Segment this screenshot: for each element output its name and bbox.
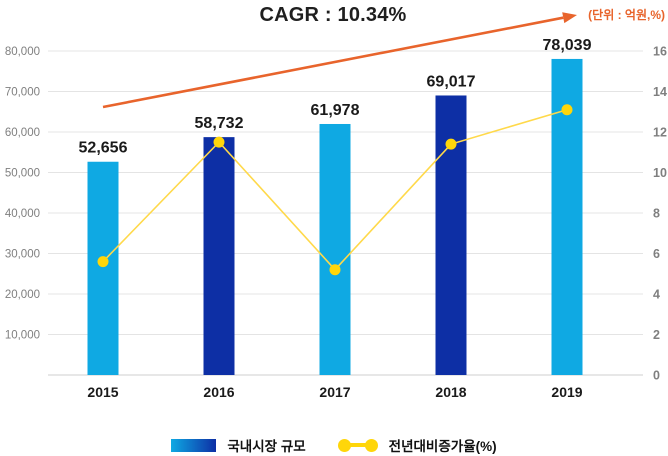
bar-series-swatch bbox=[171, 438, 217, 452]
bar-2016 bbox=[203, 137, 235, 375]
legend-label-growth-rate: 전년대비증가율(%) bbox=[388, 439, 497, 454]
x-axis-label-2017: 2017 bbox=[319, 384, 350, 400]
growth-marker-2018 bbox=[445, 138, 457, 150]
growth-marker-2016 bbox=[213, 136, 225, 148]
y-axis-tick-right: 16 bbox=[653, 45, 667, 59]
growth-marker-2015 bbox=[97, 256, 109, 268]
cagr-arrow-shaft bbox=[102, 16, 564, 109]
x-axis-label-2015: 2015 bbox=[87, 384, 118, 400]
bar-value-label-2015: 52,656 bbox=[79, 140, 128, 157]
bar-2018 bbox=[435, 95, 467, 376]
line-series-swatch bbox=[337, 438, 378, 452]
legend-item-market-size: 국내시장 규모 bbox=[171, 435, 306, 455]
y-axis-tick-left: 10,000 bbox=[5, 330, 40, 342]
y-axis-tick-left: 40,000 bbox=[5, 208, 40, 220]
y-axis-tick-right: 2 bbox=[653, 328, 660, 342]
y-axis-tick-right: 0 bbox=[653, 369, 660, 383]
bar-2017 bbox=[319, 123, 351, 375]
chart-title: CAGR : 10.34% bbox=[259, 4, 407, 26]
legend: 국내시장 규모 전년대비증가율(%) bbox=[0, 435, 668, 455]
y-axis-tick-right: 4 bbox=[653, 288, 660, 302]
bar-value-label-2018: 69,017 bbox=[427, 73, 476, 90]
x-axis-label-2019: 2019 bbox=[551, 384, 582, 400]
cagr-arrow-head-icon bbox=[562, 12, 577, 24]
legend-marker-icon bbox=[337, 438, 351, 452]
y-axis-tick-right: 12 bbox=[653, 126, 667, 140]
bar-value-label-2019: 78,039 bbox=[543, 37, 592, 54]
y-axis-tick-left: 70,000 bbox=[5, 87, 40, 99]
bar-2015 bbox=[87, 161, 119, 375]
y-axis-tick-right: 14 bbox=[653, 85, 667, 99]
legend-marker-icon bbox=[364, 438, 378, 452]
x-axis-label-2016: 2016 bbox=[203, 384, 234, 400]
y-axis-tick-left: 30,000 bbox=[5, 249, 40, 261]
x-axis-label-2018: 2018 bbox=[435, 384, 466, 400]
y-axis-tick-left: 80,000 bbox=[5, 46, 40, 58]
y-axis-tick-left: 60,000 bbox=[5, 127, 40, 139]
legend-item-growth-rate: 전년대비증가율(%) bbox=[337, 435, 497, 455]
y-axis-tick-right: 10 bbox=[653, 166, 667, 180]
legend-label-market-size: 국내시장 규모 bbox=[227, 439, 306, 454]
bar-value-label-2016: 58,732 bbox=[195, 115, 244, 132]
y-axis-tick-left: 50,000 bbox=[5, 168, 40, 180]
unit-label: (단위 : 억원,%) bbox=[588, 8, 665, 22]
chart-plot: 10,000 20,000 30,000 40,000 50,000 60,000 70,0… bbox=[5, 12, 667, 400]
bar-value-label-2017: 61,978 bbox=[311, 102, 360, 119]
y-axis-tick-left: 20,000 bbox=[5, 289, 40, 301]
growth-marker-2017 bbox=[329, 264, 341, 276]
y-axis-tick-right: 8 bbox=[653, 207, 660, 221]
legend-line-segment bbox=[342, 443, 373, 447]
y-axis-tick-right: 6 bbox=[653, 247, 660, 261]
growth-marker-2019 bbox=[561, 104, 573, 116]
